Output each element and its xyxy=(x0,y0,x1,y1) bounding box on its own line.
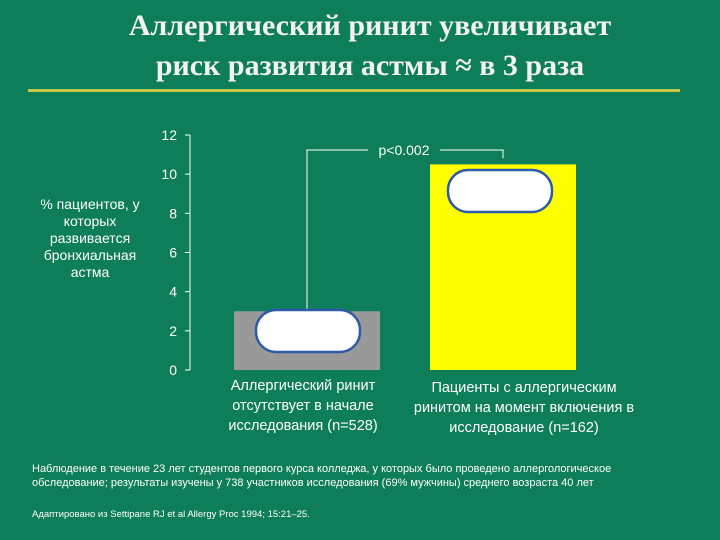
bracket-left xyxy=(306,149,368,312)
y-tick-label: 2 xyxy=(169,323,177,339)
data-label-badge xyxy=(254,308,362,354)
category-label-line: исследования (n=528) xyxy=(228,418,378,434)
data-labels-group: 3,0% БА 10,5% БА xyxy=(254,168,554,354)
category-label-2: Пациенты с аллергическим ринитом на момен… xyxy=(396,378,652,438)
category-label-line: Пациенты с аллергическим xyxy=(431,380,617,396)
data-label-badge xyxy=(446,168,554,214)
data-label-2: 10,5% БА xyxy=(471,184,529,199)
bracket-right xyxy=(440,149,504,159)
y-axis: 0 2 4 6 8 10 12 xyxy=(161,127,191,378)
footnote: Наблюдение в течение 23 лет студентов пе… xyxy=(32,463,612,489)
y-tick-label: 8 xyxy=(169,205,177,221)
y-axis-label: % пациентов, у которых развивается бронх… xyxy=(40,196,140,280)
category-label-1: Аллергический ринит отсутствует в начале и… xyxy=(210,376,396,436)
y-tick-label: 10 xyxy=(161,166,177,182)
slide-title: Аллергический ринит увеличивает риск раз… xyxy=(60,6,680,86)
title-line-1: Аллергический ринит увеличивает xyxy=(128,9,612,42)
y-tick-label: 4 xyxy=(169,284,177,300)
p-value-annotation: p<0.002 xyxy=(379,142,430,158)
y-tick-label: 6 xyxy=(169,245,177,261)
title-line-2: риск развития астмы ≈ в 3 раза xyxy=(155,49,585,82)
significance-bracket: p<0.002 xyxy=(306,142,504,312)
y-tick-label: 12 xyxy=(161,127,177,143)
title-underline xyxy=(28,89,680,92)
y-tick-label: 0 xyxy=(169,362,177,378)
source-citation: Адаптировано из Settipane RJ et al Aller… xyxy=(32,509,310,520)
category-label-line: отсутствует в начале xyxy=(232,398,374,414)
data-label-1: 3,0% БА xyxy=(283,324,333,339)
category-label-line: исследование (n=162) xyxy=(449,420,599,436)
category-label-line: ринитом на момент включения в xyxy=(413,400,635,416)
category-label-line: Аллергический ринит xyxy=(230,378,376,394)
